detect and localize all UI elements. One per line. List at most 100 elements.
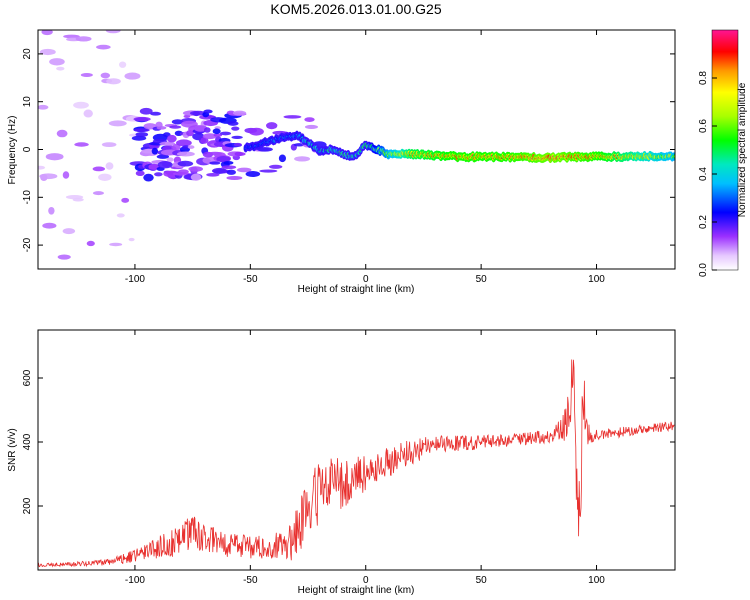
spectrogram-cell [237,167,252,173]
snr-plot-area [37,329,676,571]
snr-xlabel: Height of straight line (km) [298,585,415,596]
spectrogram-cell [226,169,236,175]
spectrogram-cell [166,134,177,143]
spectrogram-cell [39,173,58,180]
spectrogram-cell [245,171,261,177]
spectrogram-cell [133,128,150,132]
spectrogram-ytick-label: 10 [22,96,33,108]
spectrogram-cell [62,228,76,235]
spectrogram-cell [41,30,53,36]
colorbar-tick-label: 0.2 [698,215,709,229]
spectrogram-cell [62,171,70,179]
spectrogram-cell [266,122,278,130]
spectrogram-cell [234,151,244,157]
spectrogram-cell [128,237,135,242]
spectrogram-cell [73,101,89,109]
spectrogram-cell [227,121,239,126]
spectrogram-plot-area [37,29,676,270]
spectrogram-cell [209,161,221,165]
spectrogram-xtick-label: 100 [588,274,605,285]
colorbar-ticks: 0.0 0.2 0.4 0.6 0.8 [698,71,717,277]
spectrogram-cell [38,104,49,110]
colorbar-tick-label: 0.4 [698,167,709,181]
spectrogram-cell [106,78,121,85]
spectrogram-cell [278,154,286,163]
spectrogram-cell [203,109,213,114]
spectrogram-cell [193,125,208,132]
spectrogram-cell [232,110,247,116]
spectrogram-ylabel: Frequency (Hz) [7,116,18,185]
snr-series-line [38,359,675,568]
spectrogram-cell [135,170,145,176]
spectrogram-cell [157,161,173,169]
snr-ytick-label: 600 [22,369,33,386]
spectrogram-xtick-label: -100 [125,274,145,285]
spectrogram-cell [268,164,283,169]
spectrogram-cell [223,160,234,165]
spectrogram-cell [135,132,149,138]
snr-xtick-label: 0 [363,575,369,586]
spectrogram-cell [221,165,237,170]
spectrogram-cell [293,143,305,147]
spectrogram-cell [56,66,65,71]
spectrogram-heatmap [38,30,675,260]
spectrogram-ytick-label: 20 [22,48,33,60]
spectrogram-cell [283,115,302,119]
spectrogram-cell [172,143,181,151]
spectrogram-cell [219,131,232,136]
spectrogram-cell [72,197,84,202]
spectrogram-cell [176,151,195,157]
spectrogram-xtick-label: 50 [476,274,488,285]
spectrogram-cell [96,44,111,50]
snr-xtick-label: -100 [125,575,145,586]
spectrogram-cell [74,142,89,147]
chart-title: KOM5.2026.013.01.00.G25 [270,1,441,17]
spectrogram-cell [248,127,264,136]
spectrogram-xlabel: Height of straight line (km) [298,284,415,295]
spectrogram-cell [304,124,319,130]
spectrogram-cell [92,166,106,172]
spectrogram-cell [49,58,65,66]
colorbar-tick-label: 0.0 [698,263,709,277]
spectrogram-cell [109,242,123,247]
spectrogram-cell [159,141,176,146]
spectrogram-cell [190,173,202,181]
snr-ylabel: SNR (v/v) [7,428,18,471]
spectrogram-cell [231,135,243,140]
spectrogram-cell [42,222,57,229]
spectrogram-ytick-label: -10 [22,190,33,205]
spectrogram-ytick-label: -20 [22,237,33,252]
spectrogram-cell [166,157,174,162]
snr-xtick-label: -50 [243,575,258,586]
spectrogram-cell [39,48,56,56]
spectrogram-cell [119,61,127,68]
spectrogram-cell [98,173,112,181]
spectrogram-cell [206,172,220,177]
colorbar [711,29,739,271]
spectrogram-cell [86,240,95,247]
spectrogram-cell [169,125,182,129]
spectrogram-cell [143,173,154,182]
spectrogram-cell [38,165,46,170]
spectrogram-cell [56,129,68,138]
spectrogram-cell [105,162,114,170]
spectrogram-cell [150,111,162,116]
spectrogram-cell [233,142,242,147]
snr-ticks: -100 -50 0 50 100 200 400 600 [22,330,675,586]
spectrogram-cell [83,109,93,118]
spectrogram-cell [189,110,206,116]
spectrogram-cell [176,139,192,147]
spectrogram-cell [121,197,130,203]
spectrogram-xtick-label: -50 [243,274,258,285]
spectrogram-cell [259,169,278,173]
spectrogram-cell [75,36,92,42]
spectrogram-cell [182,145,190,149]
spectrogram-cell [304,117,315,123]
spectrogram-cell [257,147,273,152]
snr-ytick-label: 400 [22,433,33,450]
spectrogram-cell [203,127,211,133]
spectrogram-cell [216,155,231,163]
spectrogram-cell [116,213,125,218]
